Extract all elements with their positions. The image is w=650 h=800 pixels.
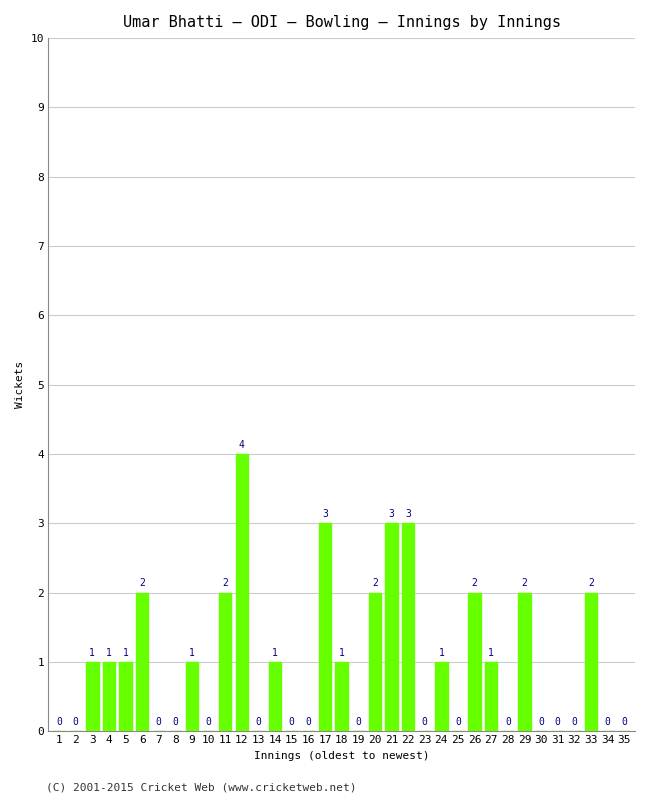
Text: 1: 1 — [272, 648, 278, 658]
Bar — [335, 662, 348, 731]
Text: 1: 1 — [189, 648, 195, 658]
Text: (C) 2001-2015 Cricket Web (www.cricketweb.net): (C) 2001-2015 Cricket Web (www.cricketwe… — [46, 782, 356, 792]
Text: 2: 2 — [588, 578, 594, 589]
Text: 0: 0 — [455, 717, 461, 727]
Text: 0: 0 — [289, 717, 294, 727]
Bar — [219, 593, 231, 731]
Text: 1: 1 — [123, 648, 129, 658]
Text: 3: 3 — [389, 509, 395, 519]
Text: 0: 0 — [554, 717, 561, 727]
Bar — [86, 662, 99, 731]
Text: 2: 2 — [139, 578, 145, 589]
Text: 0: 0 — [156, 717, 162, 727]
Title: Umar Bhatti – ODI – Bowling – Innings by Innings: Umar Bhatti – ODI – Bowling – Innings by… — [123, 15, 560, 30]
Bar — [136, 593, 148, 731]
X-axis label: Innings (oldest to newest): Innings (oldest to newest) — [254, 751, 430, 761]
Bar — [318, 523, 332, 731]
Bar — [269, 662, 281, 731]
Text: 2: 2 — [521, 578, 527, 589]
Text: 2: 2 — [222, 578, 228, 589]
Text: 3: 3 — [322, 509, 328, 519]
Text: 0: 0 — [422, 717, 428, 727]
Text: 2: 2 — [372, 578, 378, 589]
Text: 0: 0 — [356, 717, 361, 727]
Text: 0: 0 — [306, 717, 311, 727]
Bar — [385, 523, 398, 731]
Bar — [186, 662, 198, 731]
Y-axis label: Wickets: Wickets — [15, 361, 25, 408]
Text: 0: 0 — [172, 717, 178, 727]
Text: 0: 0 — [255, 717, 261, 727]
Text: 0: 0 — [604, 717, 610, 727]
Text: 1: 1 — [488, 648, 494, 658]
Bar — [369, 593, 381, 731]
Text: 2: 2 — [472, 578, 478, 589]
Text: 0: 0 — [505, 717, 511, 727]
Text: 0: 0 — [73, 717, 79, 727]
Bar — [435, 662, 448, 731]
Text: 4: 4 — [239, 440, 245, 450]
Text: 0: 0 — [621, 717, 627, 727]
Bar — [469, 593, 481, 731]
Text: 1: 1 — [339, 648, 345, 658]
Bar — [103, 662, 115, 731]
Text: 1: 1 — [89, 648, 95, 658]
Bar — [485, 662, 497, 731]
Bar — [585, 593, 597, 731]
Bar — [518, 593, 530, 731]
Bar — [120, 662, 132, 731]
Text: 0: 0 — [538, 717, 544, 727]
Text: 1: 1 — [438, 648, 445, 658]
Text: 0: 0 — [571, 717, 577, 727]
Text: 1: 1 — [106, 648, 112, 658]
Text: 3: 3 — [405, 509, 411, 519]
Text: 0: 0 — [205, 717, 211, 727]
Bar — [402, 523, 414, 731]
Bar — [236, 454, 248, 731]
Text: 0: 0 — [56, 717, 62, 727]
